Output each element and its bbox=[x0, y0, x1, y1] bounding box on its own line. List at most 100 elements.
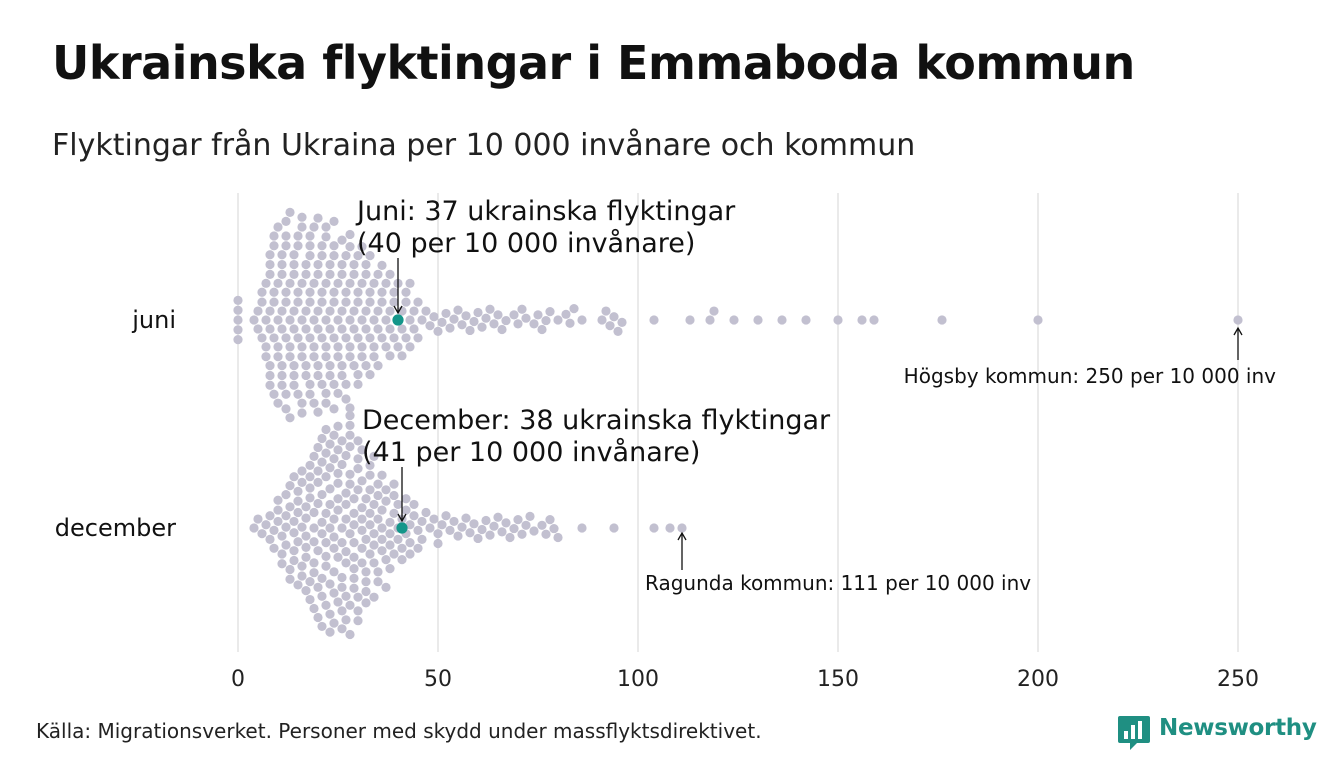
data-point bbox=[405, 315, 415, 325]
data-point bbox=[317, 457, 327, 467]
data-point bbox=[313, 361, 323, 371]
data-point bbox=[329, 379, 339, 390]
data-point bbox=[357, 543, 367, 553]
data-point bbox=[453, 305, 463, 315]
data-point bbox=[353, 250, 363, 261]
newsworthy-chart-icon bbox=[1118, 716, 1150, 750]
data-point bbox=[301, 259, 311, 270]
data-point bbox=[341, 499, 351, 510]
data-point bbox=[281, 297, 291, 307]
data-point bbox=[753, 315, 763, 325]
data-point bbox=[321, 278, 331, 288]
data-point bbox=[313, 213, 323, 223]
data-point bbox=[305, 460, 315, 470]
data-point bbox=[397, 351, 407, 361]
data-point bbox=[301, 513, 311, 523]
data-point bbox=[465, 528, 475, 538]
data-point bbox=[321, 538, 331, 548]
data-point bbox=[533, 310, 543, 320]
data-point bbox=[357, 342, 367, 352]
data-point bbox=[261, 315, 271, 325]
data-point bbox=[321, 561, 331, 571]
data-point bbox=[377, 470, 387, 480]
data-point bbox=[449, 314, 459, 324]
data-point bbox=[429, 312, 439, 322]
data-point bbox=[325, 579, 335, 589]
data-point bbox=[297, 315, 307, 325]
data-point bbox=[341, 297, 351, 307]
data-point bbox=[325, 324, 335, 334]
data-point bbox=[405, 520, 415, 530]
data-point bbox=[501, 315, 511, 326]
data-point bbox=[373, 567, 383, 577]
data-point bbox=[373, 324, 383, 334]
data-point bbox=[505, 532, 515, 543]
data-point bbox=[389, 549, 399, 559]
data-point bbox=[377, 287, 387, 297]
data-point bbox=[277, 370, 287, 381]
data-point bbox=[273, 278, 283, 288]
data-point bbox=[349, 583, 359, 593]
data-point bbox=[265, 380, 275, 390]
data-point bbox=[257, 287, 267, 297]
data-point bbox=[541, 529, 551, 539]
data-point bbox=[233, 295, 243, 305]
data-point bbox=[309, 315, 319, 325]
data-point bbox=[381, 582, 391, 592]
data-point bbox=[685, 315, 695, 325]
data-point bbox=[345, 352, 355, 362]
data-point bbox=[333, 597, 343, 607]
data-point bbox=[369, 315, 379, 325]
data-point bbox=[365, 460, 375, 470]
data-point bbox=[433, 529, 443, 539]
data-point bbox=[277, 269, 287, 279]
data-point bbox=[293, 580, 303, 590]
data-point bbox=[281, 231, 291, 241]
data-point bbox=[353, 592, 363, 602]
data-point bbox=[457, 522, 467, 532]
data-point bbox=[353, 464, 363, 474]
data-point bbox=[373, 361, 383, 371]
data-point bbox=[397, 543, 407, 553]
x-tick-label: 200 bbox=[1017, 667, 1059, 692]
data-point bbox=[609, 312, 619, 322]
arrow-head bbox=[397, 513, 407, 523]
data-point bbox=[501, 518, 511, 528]
data-point bbox=[273, 222, 283, 232]
data-point bbox=[321, 342, 331, 352]
data-point bbox=[389, 508, 399, 518]
data-point bbox=[517, 304, 527, 314]
data-point bbox=[281, 404, 291, 414]
data-point bbox=[341, 591, 351, 601]
data-point bbox=[317, 489, 327, 500]
x-tick-label: 0 bbox=[231, 667, 245, 692]
data-point bbox=[365, 520, 375, 530]
data-point bbox=[349, 520, 359, 530]
data-point bbox=[369, 499, 379, 510]
data-point bbox=[269, 231, 279, 241]
data-point bbox=[293, 496, 303, 506]
data-point bbox=[305, 379, 315, 390]
data-point bbox=[285, 481, 295, 491]
data-point bbox=[285, 564, 295, 575]
data-point bbox=[677, 523, 687, 533]
data-point bbox=[297, 278, 307, 288]
data-point bbox=[409, 306, 419, 316]
data-point bbox=[305, 241, 315, 251]
data-point bbox=[421, 306, 431, 316]
data-point bbox=[273, 315, 283, 325]
data-point bbox=[305, 493, 315, 503]
data-point bbox=[293, 241, 303, 251]
data-point bbox=[321, 600, 331, 610]
data-point bbox=[281, 333, 291, 343]
data-point bbox=[445, 525, 455, 535]
data-point bbox=[377, 523, 387, 533]
data-point bbox=[345, 529, 355, 539]
data-point bbox=[329, 454, 339, 464]
data-point bbox=[365, 470, 375, 480]
data-point bbox=[265, 534, 275, 544]
data-point bbox=[253, 514, 263, 524]
data-point bbox=[281, 490, 291, 500]
data-point bbox=[297, 561, 307, 571]
data-point bbox=[541, 315, 551, 326]
